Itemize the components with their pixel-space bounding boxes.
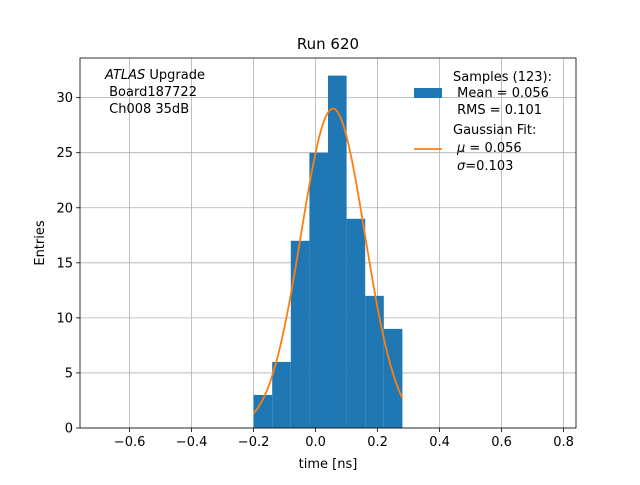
legend-samples-rms: RMS = 0.101: [453, 103, 542, 118]
legend-samples-swatch: [414, 88, 442, 98]
y-tick-label: 5: [65, 366, 73, 381]
legend-fit-sigma: σ=0.103: [457, 159, 513, 174]
board-label: Board187722: [105, 85, 197, 100]
histogram-bar: [290, 240, 310, 428]
y-tick-label: 25: [56, 146, 73, 161]
sigma-symbol: σ: [457, 159, 466, 174]
x-tick-label: −0.4: [176, 435, 208, 450]
legend-samples-title: Samples (123):: [453, 70, 552, 85]
gaussian-fit: [252, 107, 404, 415]
histogram-bar: [272, 361, 291, 428]
legend-fit-title: Gaussian Fit:: [453, 123, 536, 138]
y-tick-label: 10: [56, 311, 73, 326]
chart-title: Run 620: [297, 35, 359, 53]
sigma-value: =0.103: [465, 159, 513, 174]
plot-frame: [79, 57, 577, 429]
histogram-bar: [328, 75, 347, 428]
x-tick-label: 0.8: [553, 435, 574, 450]
y-tick-label: 15: [56, 256, 73, 271]
histogram-bars: [253, 75, 403, 428]
y-tick-label: 0: [65, 422, 73, 437]
histogram-bar: [346, 218, 366, 428]
mu-value: = 0.056: [465, 141, 521, 156]
x-axis-label: time [ns]: [299, 457, 358, 472]
atlas-upgrade-text: Upgrade: [145, 68, 205, 83]
atlas-annotation: ATLAS Upgrade Board187722 Ch008 35dB: [104, 68, 205, 117]
legend-fit-mu: μ = 0.056: [456, 141, 522, 156]
x-tick-label: −0.6: [114, 435, 146, 450]
histogram-bar: [365, 295, 384, 428]
mu-symbol: μ: [456, 141, 465, 156]
x-tick-label: 0.6: [491, 435, 512, 450]
histogram-bar: [383, 328, 403, 428]
x-tick-label: −0.2: [238, 435, 270, 450]
atlas-label: ATLAS Upgrade: [104, 68, 205, 83]
channel-label: Ch008 35dB: [105, 102, 189, 117]
legend-samples-mean: Mean = 0.056: [453, 86, 549, 101]
atlas-italic-text: ATLAS: [104, 68, 145, 83]
y-axis-label: Entries: [33, 220, 48, 266]
histogram-bar: [309, 152, 328, 428]
x-tick-label: 0.4: [429, 435, 450, 450]
gaussian-fit-curve: [252, 107, 404, 415]
histogram-bar: [253, 394, 273, 428]
legend: Samples (123): Mean = 0.056 RMS = 0.101 …: [414, 70, 552, 174]
x-tick-label: 0.2: [367, 435, 388, 450]
axis-ticks: −0.6 −0.4 −0.2 0.0 0.2 0.4 0.6 0.8 0 5 10 15 20 25 30: [56, 91, 573, 450]
y-tick-label: 30: [56, 91, 73, 106]
y-tick-label: 20: [56, 201, 73, 216]
x-tick-label: 0.0: [305, 435, 326, 450]
